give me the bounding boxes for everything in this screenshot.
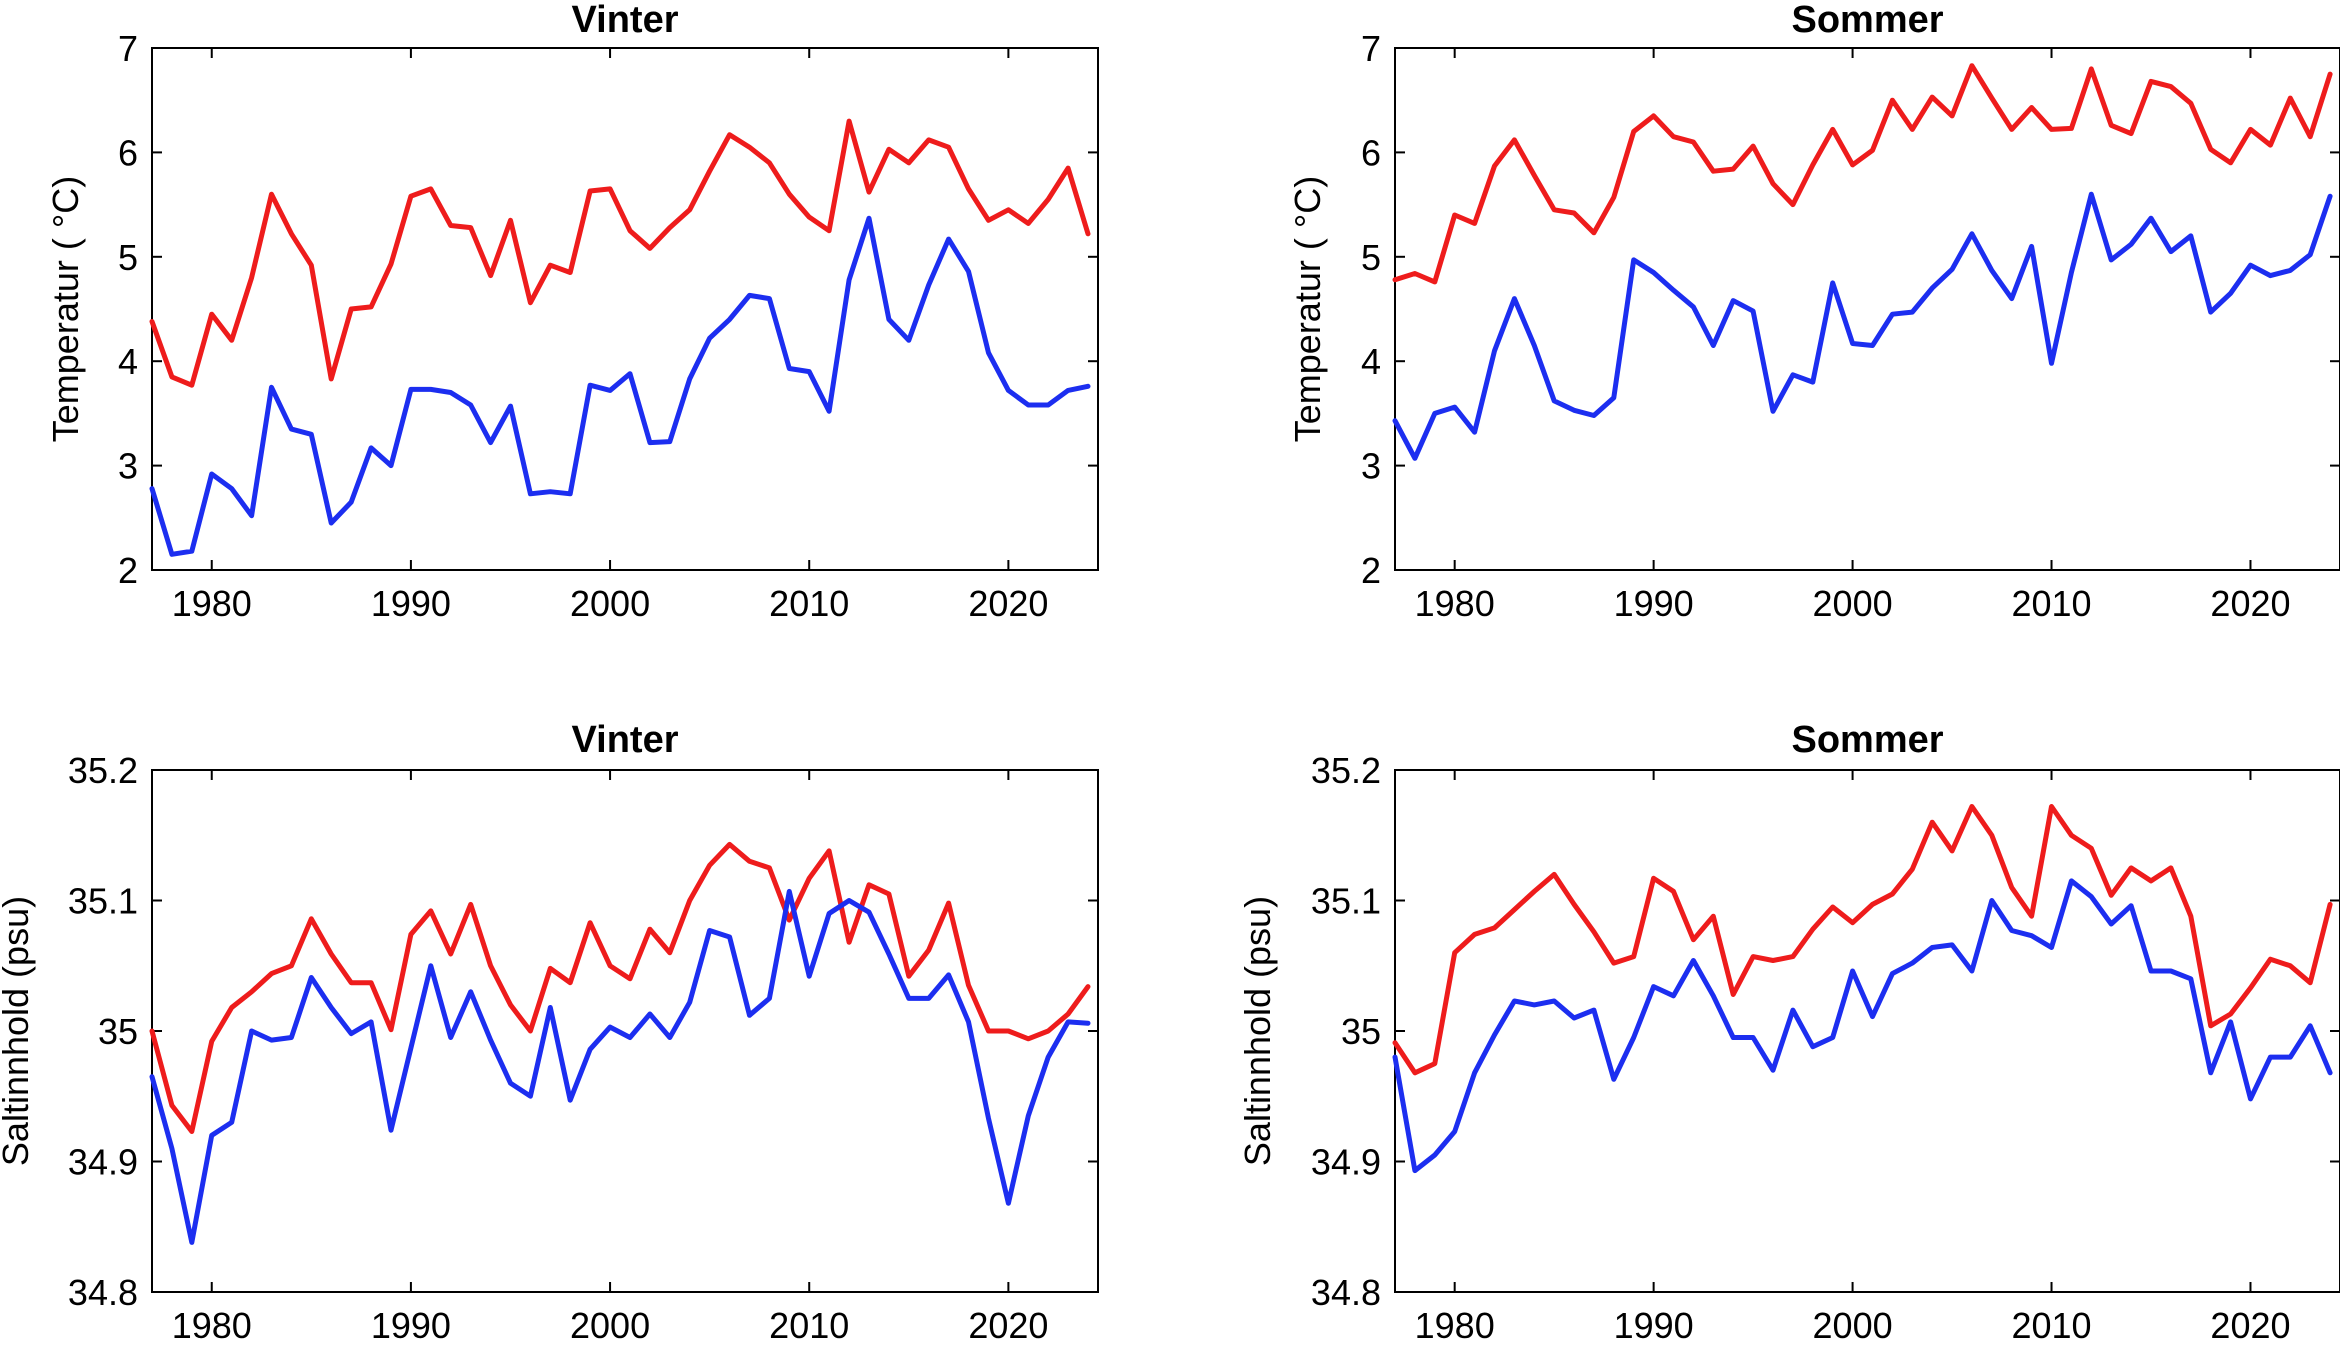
- y-tick-label: 6: [118, 132, 138, 173]
- y-tick-label: 35.1: [1311, 881, 1381, 922]
- x-tick-label: 2010: [2011, 1305, 2091, 1346]
- series-line-red: [1392, 63, 2333, 285]
- y-tick-label: 6: [1361, 132, 1381, 173]
- series-line-blue: [1392, 191, 2333, 461]
- series-line-red: [1392, 804, 2333, 1076]
- x-tick-label: 2020: [2210, 1305, 2290, 1346]
- x-tick-label: 2020: [2210, 583, 2290, 624]
- y-tick-label: 34.9: [1311, 1142, 1381, 1183]
- y-axis-label: Saltinnhold (psu): [0, 896, 36, 1166]
- x-tick-label: 1980: [1415, 583, 1495, 624]
- y-tick-label: 35: [1341, 1011, 1381, 1052]
- x-tick-label: 1980: [1415, 1305, 1495, 1346]
- x-tick-label: 1990: [1614, 1305, 1694, 1346]
- x-tick-label: 2000: [570, 1305, 650, 1346]
- chart-title: Sommer: [1791, 0, 1943, 41]
- plot-frame: [151, 47, 1099, 571]
- y-tick-label: 3: [118, 446, 138, 487]
- x-tick-label: 2000: [570, 583, 650, 624]
- series-line-blue: [1392, 878, 2333, 1174]
- y-tick-label: 7: [118, 28, 138, 69]
- chart-title: Vinter: [571, 719, 678, 761]
- y-tick-label: 4: [1361, 341, 1381, 382]
- x-tick-label: 1990: [371, 583, 451, 624]
- x-tick-label: 1980: [172, 1305, 252, 1346]
- plot-frame: [1394, 47, 2340, 571]
- y-tick-label: 7: [1361, 28, 1381, 69]
- y-tick-label: 2: [118, 550, 138, 591]
- chart-vinter-salinity: 34.8 34.9 35 35.1 35.2 1980 1990 2000 2010 2020 Vi…: [0, 719, 1099, 1346]
- y-tick-label: 35: [98, 1011, 138, 1052]
- series-line-blue: [149, 215, 1091, 557]
- x-tick-label: 2020: [968, 1305, 1048, 1346]
- y-tick-label: 3: [1361, 446, 1381, 487]
- x-tick-label: 2020: [968, 583, 1048, 624]
- y-axis-label: Temperatur ( °C): [1287, 176, 1328, 442]
- x-tick-label: 2010: [769, 583, 849, 624]
- y-tick-label: 4: [118, 341, 138, 382]
- x-tick-label: 2000: [1813, 583, 1893, 624]
- plot-frame: [1394, 769, 2340, 1293]
- chart-title: Sommer: [1791, 719, 1943, 761]
- series-line-red: [149, 118, 1091, 388]
- x-tick-label: 2010: [769, 1305, 849, 1346]
- y-tick-label: 5: [1361, 237, 1381, 278]
- y-tick-label: 35.2: [68, 750, 138, 791]
- chart-sommer-salinity: 34.8 34.9 35 35.1 35.2 1980 1990 2000 2010 2020 So…: [1237, 719, 2340, 1346]
- y-tick-label: 35.2: [1311, 750, 1381, 791]
- x-tick-label: 1990: [1614, 583, 1694, 624]
- series-line-red: [149, 841, 1091, 1134]
- series-line-blue: [149, 888, 1091, 1245]
- y-tick-label: 34.8: [68, 1272, 138, 1313]
- chart-sommer-temperature: 2 3 4 5 6 7 1980 1990 2000 2010 2020 Sommer Temperat…: [1287, 0, 2340, 624]
- y-axis-label: Temperatur ( °C): [45, 176, 86, 442]
- x-tick-label: 1990: [371, 1305, 451, 1346]
- y-tick-label: 34.8: [1311, 1272, 1381, 1313]
- y-tick-label: 2: [1361, 550, 1381, 591]
- x-tick-label: 1980: [172, 583, 252, 624]
- y-tick-label: 34.9: [68, 1142, 138, 1183]
- y-tick-label: 5: [118, 237, 138, 278]
- x-tick-label: 2000: [1813, 1305, 1893, 1346]
- chart-vinter-temperature: 2 3 4 5 6 7 1980 1990 2000 2010 2020 Vinter Temperat…: [45, 0, 1099, 624]
- chart-title: Vinter: [571, 0, 678, 41]
- y-axis-label: Saltinnhold (psu): [1237, 896, 1278, 1166]
- x-tick-label: 2010: [2011, 583, 2091, 624]
- y-tick-label: 35.1: [68, 881, 138, 922]
